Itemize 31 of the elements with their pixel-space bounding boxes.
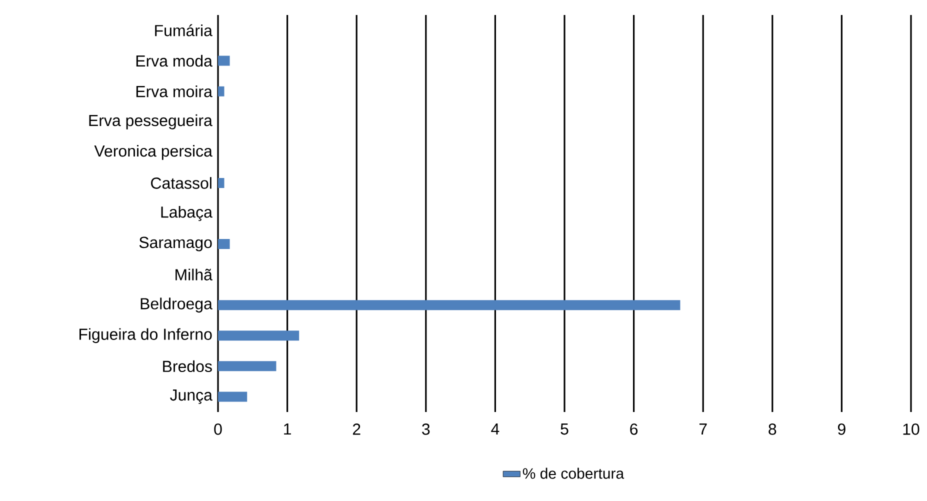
y-tick-label: Catassol [151, 177, 212, 189]
x-tick-label: 9 [838, 424, 846, 435]
y-tick-label: Erva pessegueira [89, 114, 212, 130]
x-tick-label: 6 [630, 424, 638, 435]
legend-label: % de cobertura [522, 468, 624, 479]
x-tick-label: 7 [699, 424, 707, 435]
bar [218, 300, 680, 310]
y-tick-label: Figueira do Inferno [79, 328, 212, 344]
x-tick-label: 4 [491, 424, 500, 435]
x-tick-label: 2 [352, 424, 360, 435]
x-tick-label: 0 [214, 424, 222, 435]
x-tick-label: 3 [422, 424, 430, 435]
x-tick-label: 1 [284, 424, 291, 435]
bar [218, 56, 230, 66]
y-tick-label: Bredos [163, 360, 212, 372]
y-tick-label: Milhã [176, 268, 212, 280]
x-tick-label: 5 [560, 424, 568, 435]
y-tick-label: Junça [170, 390, 212, 404]
bar [218, 330, 300, 341]
y-tick-label: Veronica persica [94, 144, 212, 160]
x-tick-label: 10 [903, 424, 920, 435]
y-tick-label: Fumária [155, 24, 212, 36]
bar [218, 239, 230, 250]
x-tick-label: 8 [768, 424, 776, 435]
y-tick-label: Beldroega [140, 298, 212, 313]
y-tick-label: Erva moda [136, 54, 212, 67]
y-tick-label: Labaça [161, 206, 212, 221]
bar [218, 392, 248, 402]
bar [218, 361, 276, 372]
y-tick-label: Erva moira [136, 85, 212, 98]
y-tick-label: Saramago [139, 236, 212, 252]
